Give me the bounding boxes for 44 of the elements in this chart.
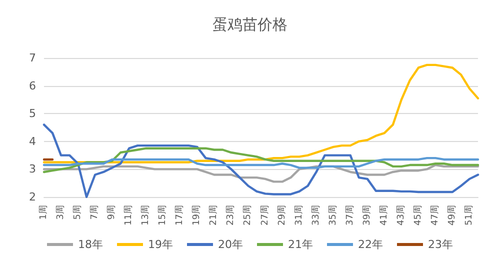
x-tick-label: 29周: [276, 205, 288, 226]
y-tick-label: 7: [29, 52, 36, 64]
x-tick-label: 39周: [361, 205, 372, 226]
x-tick-label: 23周: [225, 205, 236, 226]
x-tick-label: 51周: [463, 205, 474, 226]
x-tick-label: 33周: [310, 205, 322, 226]
legend-label: 23年: [428, 238, 453, 251]
y-tick-label: 5: [29, 107, 36, 120]
legend-label: 18年: [78, 238, 104, 251]
x-tick-label: 15周: [157, 205, 168, 226]
line-series: [42, 64, 480, 164]
line-series: [42, 147, 480, 174]
y-tick-label: 6: [29, 79, 36, 92]
legend-label: 20年: [218, 238, 244, 251]
x-tick-label: 35周: [327, 205, 338, 226]
x-tick-label: 17周: [174, 205, 186, 226]
x-tick-label: 43周: [395, 205, 406, 226]
x-tick-label: 11周: [123, 205, 134, 226]
x-tick-label: 3周: [55, 205, 66, 220]
x-tick-label: 41周: [378, 205, 390, 226]
x-tick-label: 27周: [259, 205, 270, 226]
x-tick-label: 19周: [191, 205, 202, 226]
x-tick-label: 49周: [446, 205, 458, 226]
legend-label: 21年: [288, 238, 313, 251]
line-series: [42, 124, 480, 198]
x-tick-label: 13周: [140, 205, 152, 226]
line-series: [42, 164, 480, 183]
x-tick-label: 31周: [293, 205, 304, 226]
x-tick-label: 25周: [242, 205, 254, 226]
x-tick-label: 37周: [344, 205, 356, 226]
x-tick-label: 5周: [72, 205, 84, 220]
x-tick-label: 47周: [429, 205, 440, 226]
y-tick-label: 2: [29, 190, 36, 204]
x-tick-label: 21周: [208, 205, 220, 226]
legend-label: 22年: [358, 238, 383, 251]
chart-title: 蛋鸡苗价格: [212, 16, 288, 34]
line-series: [42, 156, 480, 169]
x-tick-label: 1周: [38, 205, 49, 220]
y-tick-label: 4: [29, 134, 36, 148]
x-tick-label: 9周: [106, 205, 118, 220]
legend-label: 19年: [148, 238, 174, 251]
x-tick-label: 45周: [412, 205, 424, 226]
x-tick-label: 7周: [89, 205, 100, 220]
y-tick-label: 3: [29, 162, 36, 176]
